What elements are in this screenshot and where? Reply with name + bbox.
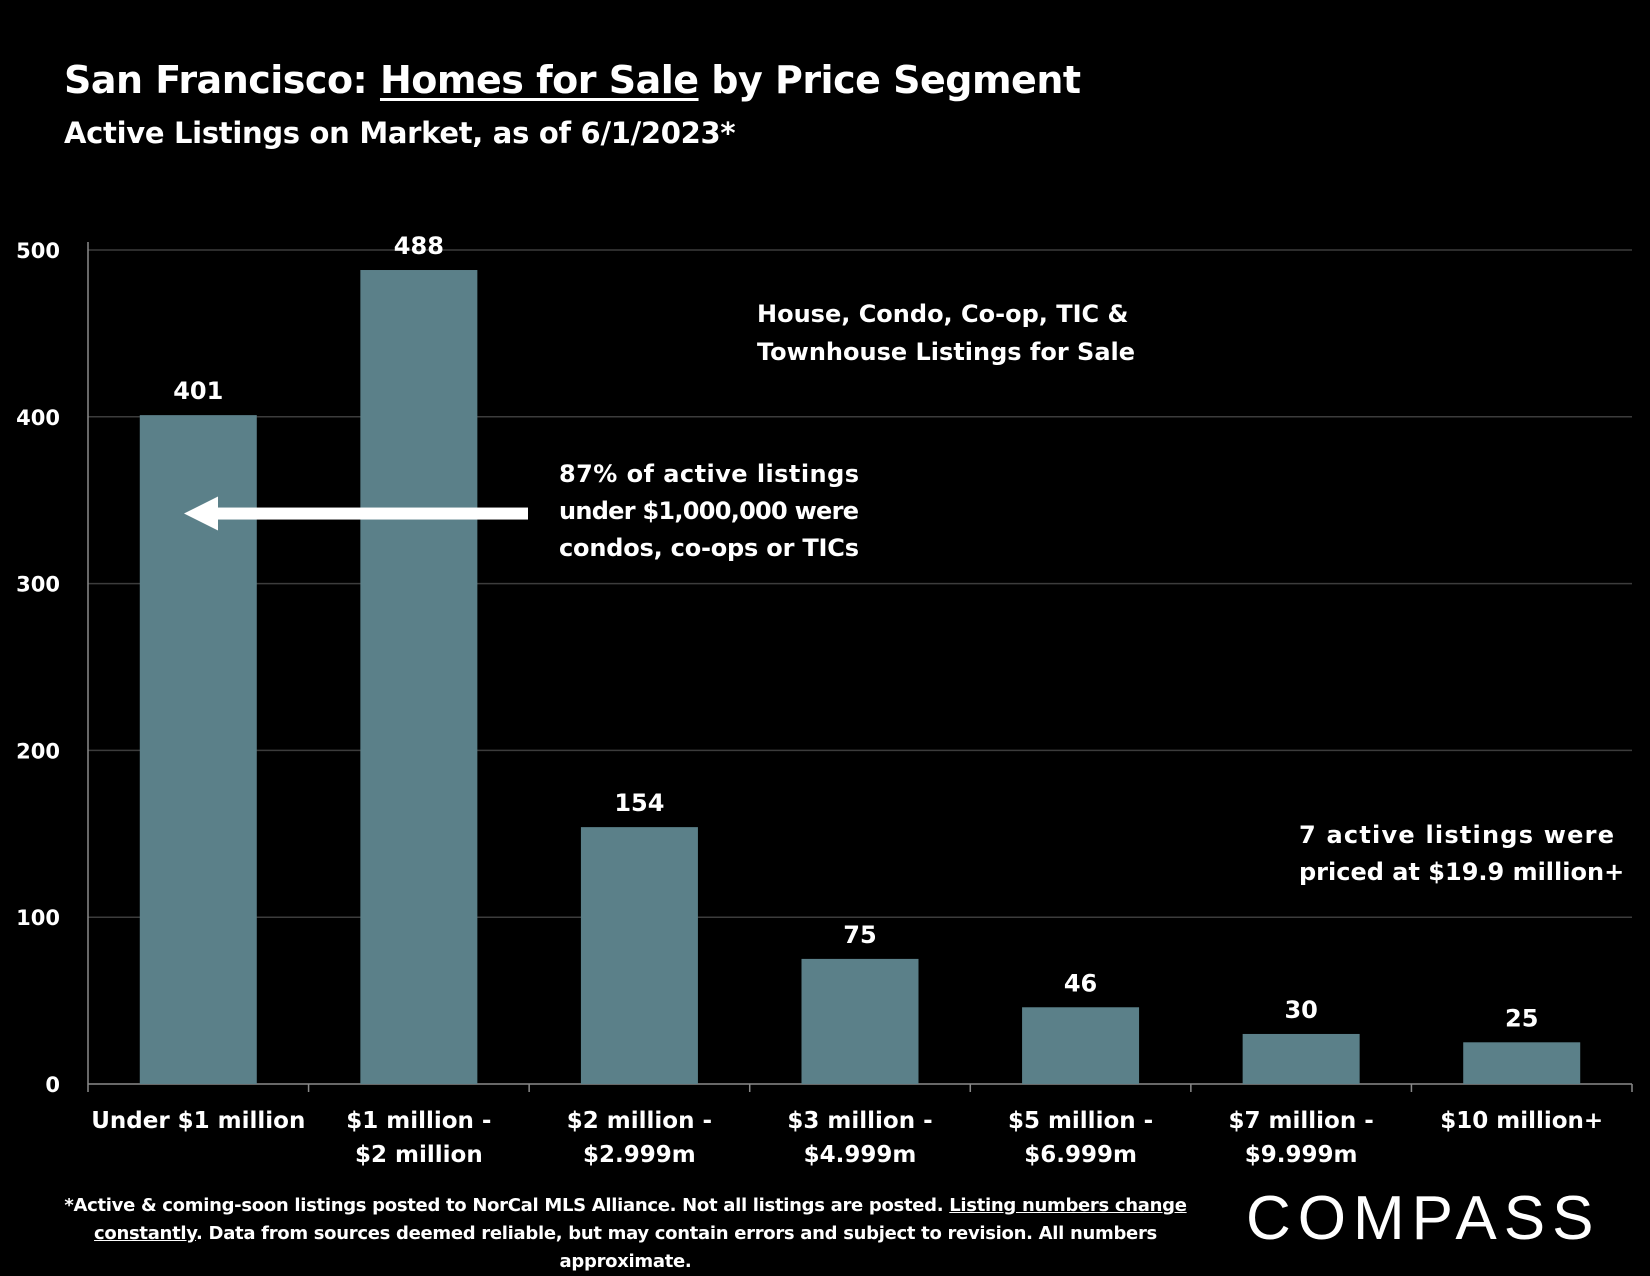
bar	[1463, 1042, 1581, 1084]
x-tick-label: $2.999m	[583, 1142, 696, 1168]
arrow-left-icon	[184, 496, 218, 531]
x-tick-label: $5 million -	[1008, 1108, 1153, 1134]
bar	[1242, 1033, 1360, 1084]
data-label: 154	[614, 789, 664, 817]
luxury-listings-note: 7 active listings were	[1299, 821, 1614, 849]
arrow-shaft	[214, 507, 528, 520]
x-tick-label: $6.999m	[1024, 1142, 1137, 1168]
x-tick-label: $4.999m	[804, 1142, 917, 1168]
x-tick-label: $2 million -	[567, 1108, 712, 1134]
title-prefix: San Francisco:	[64, 58, 380, 102]
series-note: Townhouse Listings for Sale	[757, 338, 1135, 366]
title-suffix: by Price Segment	[698, 58, 1081, 102]
y-tick-label: 200	[16, 739, 60, 763]
title-emphasis: Homes for Sale	[379, 58, 699, 102]
y-tick-label: 100	[16, 906, 60, 930]
series-note: House, Condo, Co-op, TIC &	[757, 300, 1128, 328]
x-tick-label: $7 million -	[1229, 1108, 1374, 1134]
footnote-text-2: . Data from sources deemed reliable, but…	[196, 1223, 1157, 1272]
footnote-text-1: *Active & coming-soon listings posted to…	[64, 1195, 950, 1216]
data-label: 25	[1505, 1004, 1538, 1032]
compass-logo: COMPASS	[1246, 1184, 1601, 1253]
data-label: 46	[1064, 969, 1097, 997]
data-label: 488	[394, 232, 444, 260]
condo-share-note: under $1,000,000 were	[559, 497, 859, 525]
data-label: 75	[843, 921, 876, 949]
x-tick-label: $9.999m	[1245, 1142, 1358, 1168]
chart-subtitle: Active Listings on Market, as of 6/1/202…	[64, 116, 736, 150]
x-tick-label: $3 million -	[787, 1108, 932, 1134]
footnote-link-1[interactable]: Listing numbers change	[949, 1195, 1187, 1216]
footnote: *Active & coming-soon listings posted to…	[28, 1192, 1223, 1276]
y-tick-label: 0	[45, 1073, 60, 1097]
bar	[139, 415, 257, 1085]
y-tick-label: 400	[16, 406, 60, 430]
bar	[801, 958, 919, 1084]
bar	[360, 270, 478, 1084]
chart-title: San Francisco: Homes for Sale by Price S…	[64, 58, 1081, 102]
data-label: 30	[1284, 996, 1317, 1024]
y-tick-label: 300	[16, 573, 60, 597]
condo-share-note: condos, co-ops or TICs	[559, 534, 859, 562]
bar	[1022, 1007, 1140, 1084]
x-tick-label: $1 million -	[346, 1108, 491, 1134]
x-tick-label: $2 million	[355, 1142, 483, 1168]
condo-share-note: 87% of active listings	[559, 460, 859, 488]
luxury-listings-note: priced at $19.9 million+	[1299, 858, 1624, 886]
footnote-link-2[interactable]: constantly	[94, 1223, 197, 1244]
bar	[580, 827, 698, 1084]
x-tick-label: Under $1 million	[91, 1108, 305, 1134]
y-tick-label: 500	[16, 239, 60, 263]
data-label: 401	[173, 377, 223, 405]
x-tick-label: $10 million+	[1440, 1108, 1603, 1134]
